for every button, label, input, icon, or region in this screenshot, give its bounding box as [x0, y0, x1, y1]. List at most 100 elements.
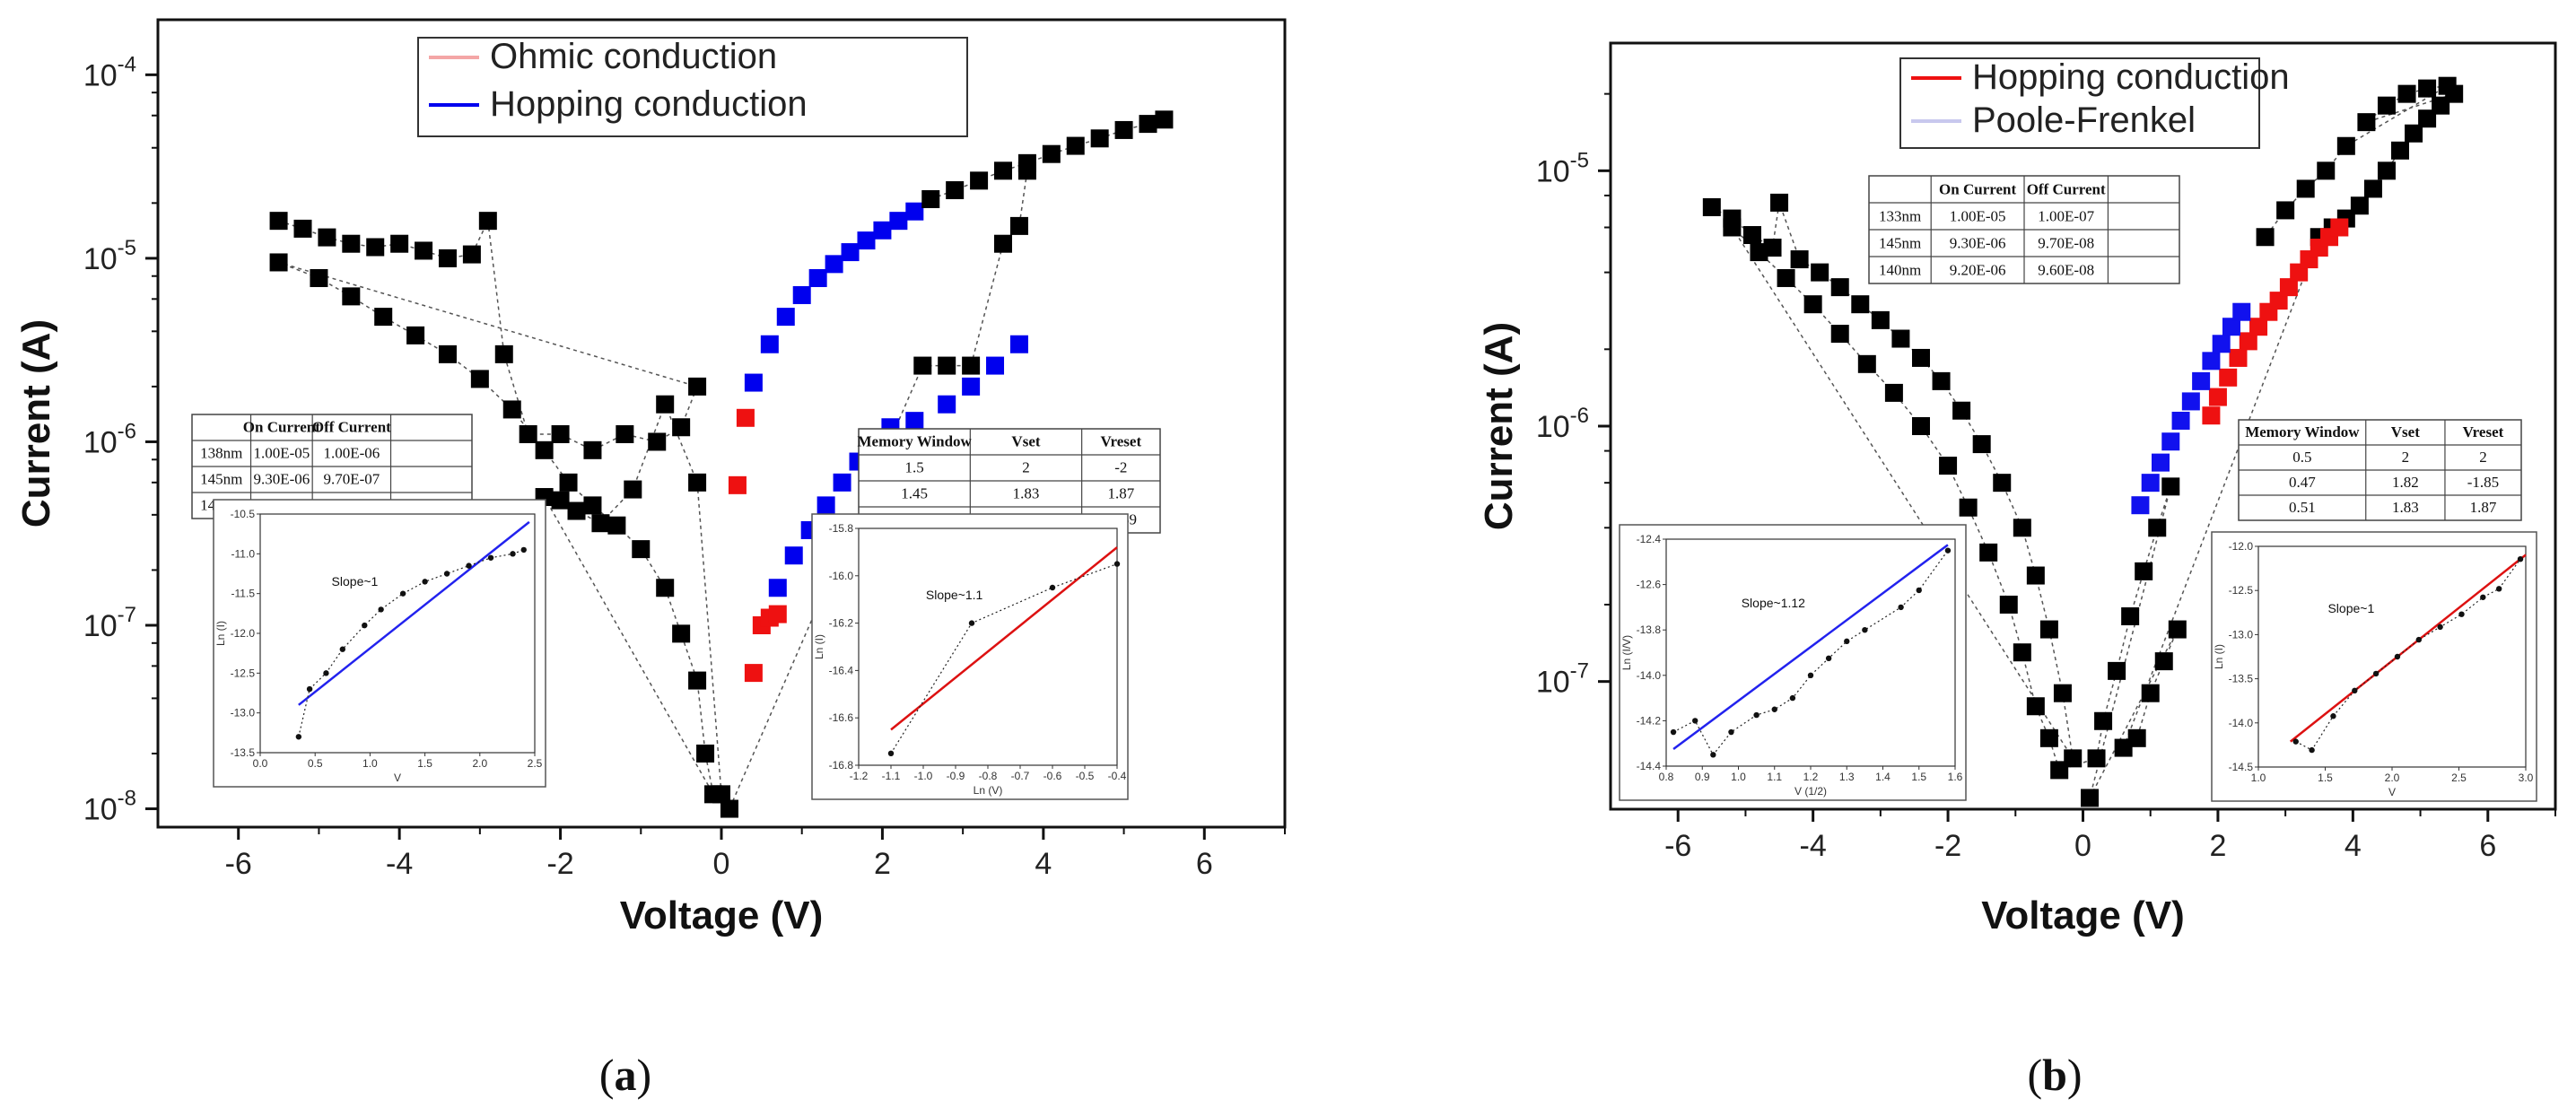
y-tick-label: 10-6 — [83, 419, 136, 459]
data-point — [816, 496, 835, 515]
data-point — [2094, 711, 2113, 730]
inset-x-tick-label: 0.8 — [1659, 771, 1674, 783]
data-point — [1830, 325, 1849, 344]
table-cell: 1.87 — [2470, 499, 2497, 516]
inset-data-point — [2309, 746, 2315, 754]
data-point — [2377, 161, 2396, 180]
data-point — [1830, 278, 1849, 297]
data-point — [478, 212, 497, 231]
y-axis-label: Current (A) — [14, 319, 58, 527]
data-point — [2135, 562, 2153, 580]
inset-y-tick-label: -16.6 — [829, 711, 854, 724]
data-point — [1993, 474, 2012, 493]
data-point — [986, 356, 1005, 375]
inset-y-label: Ln (I) — [214, 621, 227, 646]
data-point — [970, 171, 989, 190]
data-point — [567, 501, 586, 520]
inset-fit-line — [1672, 544, 1949, 751]
table-cell: 9.60E-08 — [2038, 261, 2094, 278]
data-point — [1871, 310, 1890, 329]
inset-x-tick-label: 1.3 — [1839, 771, 1855, 783]
inset-y-tick-label: -13.5 — [231, 746, 256, 759]
data-point — [2418, 109, 2437, 128]
inset-data-point — [1692, 718, 1698, 724]
inset-plot: 0.8 0.9 1.0 1.1 1.2 1.3 1.4 1.5 1.6 -12.4 -12.6 -13… — [1619, 524, 1967, 801]
data-point — [2171, 411, 2190, 430]
y-tick-base: 10 — [1536, 666, 1570, 700]
table-cell: 2 — [2402, 449, 2410, 466]
data-point — [2161, 477, 2180, 496]
data-point — [535, 440, 554, 459]
inset-data-point — [2458, 611, 2465, 617]
inset-x-tick-label: 1.5 — [1911, 771, 1926, 783]
data-point — [1857, 354, 1876, 373]
legend: Ohmic conduction Hopping conduction — [417, 37, 968, 137]
data-point — [2039, 728, 2058, 747]
table-cell: 1.45 — [901, 485, 928, 502]
inset-x-tick-label: -0.5 — [1076, 770, 1095, 782]
data-point — [310, 268, 328, 287]
inset-data-point — [2415, 636, 2422, 643]
data-point — [913, 356, 932, 375]
inset-data-point — [1670, 728, 1677, 736]
data-point — [736, 408, 755, 427]
caption-close: ) — [2067, 1050, 2083, 1100]
table-cell: 2 — [2479, 449, 2487, 466]
data-point — [744, 664, 763, 683]
inset-data-line — [890, 563, 1118, 754]
data-point — [994, 234, 1012, 253]
series-0 — [1702, 76, 2464, 807]
data-point — [2432, 96, 2450, 115]
data-point — [656, 579, 675, 597]
data-point — [1911, 417, 1930, 435]
inset-data-point — [466, 562, 472, 569]
data-point — [583, 496, 602, 515]
y-tick-exponent: -7 — [1570, 659, 1589, 684]
inset-x-tick-label: -0.8 — [979, 770, 998, 782]
inset-y-tick-label: -14.0 — [2229, 717, 2254, 729]
data-point — [1777, 268, 1795, 287]
data-point — [1723, 218, 1742, 237]
data-point — [1972, 435, 1991, 454]
data-point — [2222, 318, 2240, 336]
inset-frame — [2211, 531, 2537, 802]
inset-x-tick-label: 1.5 — [2318, 772, 2333, 784]
inset-data-point — [1753, 711, 1760, 719]
inset-frame — [811, 513, 1129, 800]
table-header: Off Current — [2027, 180, 2106, 197]
table-cell: 0.51 — [2289, 499, 2316, 516]
data-point — [1803, 295, 1822, 314]
data-point — [2202, 406, 2221, 425]
inset-y-label: Ln (I) — [2213, 644, 2225, 669]
inset-x-tick-label: 1.0 — [362, 757, 378, 770]
data-point — [2127, 728, 2146, 747]
y-tick-exponent: -7 — [118, 603, 136, 627]
table-cell: 9.70E-07 — [323, 471, 380, 488]
inset-y-tick-label: -13.8 — [1637, 623, 1662, 636]
series-group — [269, 110, 1174, 818]
legend-label: Poole-Frenkel — [1972, 100, 2196, 140]
legend-box — [1899, 57, 2260, 149]
data-point — [2161, 432, 2180, 451]
y-tick-base: 10 — [83, 793, 118, 827]
inset-data-point — [399, 590, 406, 597]
inset-data-point — [1916, 587, 1922, 594]
data-point — [2181, 392, 2200, 411]
data-point — [994, 161, 1012, 180]
data-point — [648, 432, 667, 451]
x-tick-label: -2 — [546, 847, 573, 881]
data-point — [1932, 371, 1951, 390]
data-point — [2232, 302, 2251, 321]
y-tick-base: 10 — [83, 609, 118, 643]
data-point — [1979, 543, 1998, 562]
inset-y-tick-label: -14.2 — [1637, 714, 1662, 727]
data-point — [2141, 474, 2160, 493]
data-point — [905, 202, 924, 221]
inset-data-point — [1710, 752, 1716, 758]
data-point — [2391, 141, 2410, 160]
inset-plot: -1.2 -1.1 -1.0 -0.9 -0.8 -0.7 -0.6 -0.5 -0.4 -15.… — [811, 513, 1129, 800]
data-point — [808, 268, 827, 287]
inset-fit-line — [298, 520, 530, 706]
inset-data-point — [2480, 594, 2486, 600]
